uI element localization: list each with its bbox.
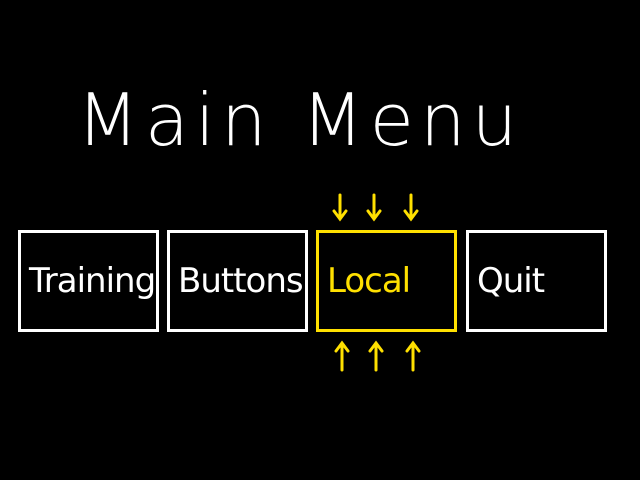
selection-arrow bbox=[403, 193, 419, 222]
selection-arrow bbox=[332, 193, 348, 222]
button-label: Local bbox=[327, 261, 411, 301]
selection-arrow bbox=[405, 340, 421, 372]
menu-button[interactable]: Training bbox=[18, 230, 159, 332]
button-label: Quit bbox=[477, 261, 545, 301]
selection-arrow bbox=[334, 340, 350, 372]
menu-button[interactable]: Buttons bbox=[167, 230, 308, 332]
menu-button[interactable]: Quit bbox=[466, 230, 607, 332]
selection-arrow bbox=[368, 340, 384, 372]
selection-arrow bbox=[366, 193, 382, 222]
menu-button[interactable]: Local bbox=[316, 230, 457, 332]
button-label: Training bbox=[29, 261, 156, 301]
button-label: Buttons bbox=[178, 261, 304, 301]
menu-title: Main Menu bbox=[76, 78, 524, 162]
